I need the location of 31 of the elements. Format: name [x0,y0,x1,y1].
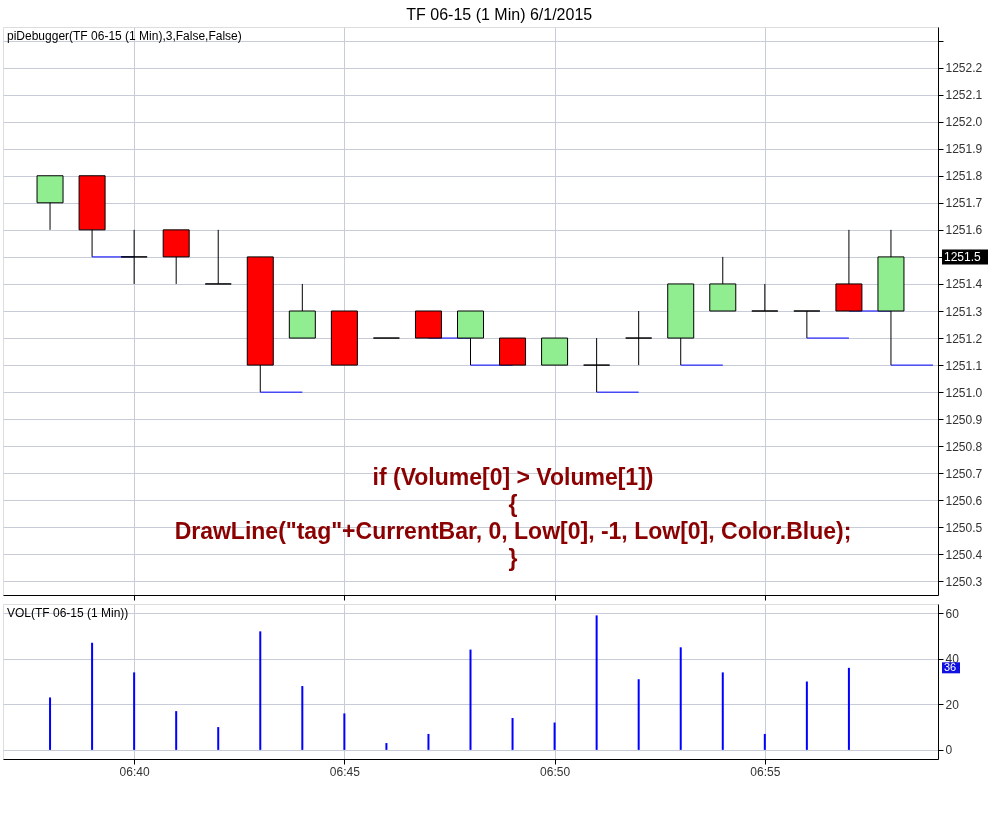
y-tick-label: 1251.1 [945,358,983,373]
y-tick-label: 20 [945,697,960,712]
text: 1251.5 [944,249,982,264]
y-tick-label: 1252.1 [945,88,983,103]
y-tick-label: 1251.9 [945,142,983,157]
y-tick-label: 1250.9 [945,412,983,427]
x-tick-label: 06:50 [540,764,571,779]
annotation: VOL(TF 06-15 (1 Min)) [7,606,129,620]
y-tick-label: 1250.6 [945,493,983,508]
y-tick-label: 1251.8 [945,169,983,184]
y-tick-label: 1251.6 [945,223,983,238]
y-tick-label: 1251.0 [945,385,983,400]
annotation: piDebugger(TF 06-15 (1 Min),3,False,False) [7,29,242,43]
x-tick-label: 06:55 [750,764,781,779]
y-tick-label: 1251.4 [945,277,983,292]
y-tick-label: 1251.3 [945,304,983,319]
y-tick-label: 1252.2 [945,61,983,76]
y-tick-label: 1250.3 [945,574,983,589]
x-tick-label: 06:40 [119,764,150,779]
x-tick-label: 06:45 [329,764,361,779]
y-tick-label: 1251.2 [945,331,983,346]
y-tick-label: 60 [945,606,960,621]
annotation: if (Volume[0] > Volume[1]) { DrawLine("tag"+CurrentBar, 0, Low[0], -1, Low[0], Color.Blue); } [174,464,852,571]
chart-title: TF 06-15 (1 Min) 6/1/2015 [406,5,593,23]
y-tick-label: 0 [945,743,953,758]
y-tick-label: 1250.7 [945,466,983,481]
y-tick-label: 1250.5 [945,520,983,535]
y-tick-label: 1251.7 [945,196,983,211]
y-tick-label: 1252.0 [945,115,983,130]
y-tick-label: 1250.4 [945,547,983,562]
y-tick-label: 1250.8 [945,439,983,454]
